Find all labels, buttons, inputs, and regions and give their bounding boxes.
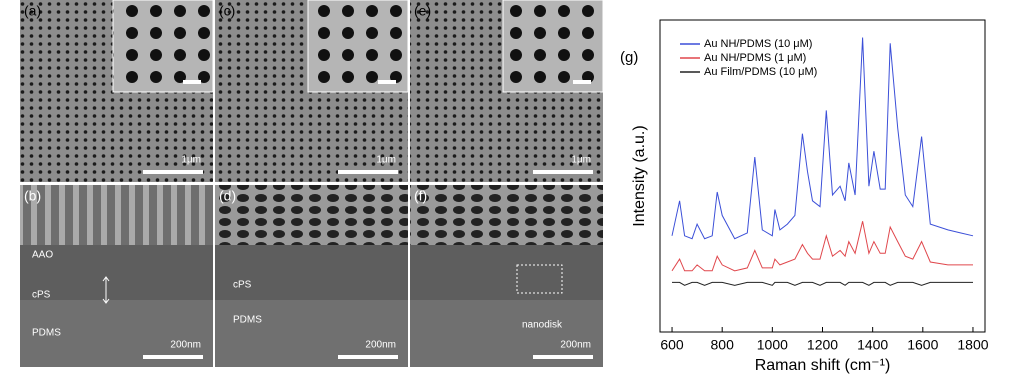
scale-label: 200nm xyxy=(365,340,396,351)
inset xyxy=(502,0,604,93)
top-structure xyxy=(20,185,213,245)
inset xyxy=(112,0,214,93)
scale-label: 200nm xyxy=(560,340,591,351)
sem-image: (b) 200nm AAO cPS PDMS xyxy=(20,185,213,367)
panel-label: (e) xyxy=(414,3,431,19)
raman-chart: (g) 600 800 1000 1200 1400 1600 1800 Raman shift… xyxy=(620,19,989,374)
sem-image: (e) 1μm xyxy=(410,0,604,182)
scale-label: 200nm xyxy=(170,340,201,351)
top-structure xyxy=(410,185,603,245)
scale-label: 1μm xyxy=(571,155,591,166)
inset-scale-bar xyxy=(573,80,591,84)
scale-bar xyxy=(533,355,593,359)
scale-bar xyxy=(143,170,203,174)
top-structure xyxy=(215,185,408,245)
scale-bar xyxy=(338,355,398,359)
annotation: cPS xyxy=(32,290,51,301)
sem-image: (c) 1μm xyxy=(215,0,409,182)
annotation: cPS xyxy=(233,280,252,291)
sem-image: (d) 200nm cPS PDMS xyxy=(215,185,408,367)
panel-label: (f) xyxy=(414,188,427,204)
legend-label: Au NH/PDMS (1 μM) xyxy=(704,52,806,64)
sem-panels: (a) 1μm (b) 200nm AAO cPS PDMS (c) 1μm (d) 200nm cP… xyxy=(20,0,604,367)
x-tick-label: 600 xyxy=(660,337,684,353)
scale-label: 1μm xyxy=(376,155,396,166)
x-tick-label: 1800 xyxy=(957,337,988,353)
sem-image: (f) 200nm nanodisk xyxy=(410,185,603,367)
sem-image: (a) 1μm xyxy=(20,0,214,182)
annotation: PDMS xyxy=(32,328,61,339)
series-line xyxy=(672,281,973,286)
inset-scale-bar xyxy=(183,80,201,84)
inset-scale-bar xyxy=(378,80,396,84)
inset xyxy=(307,0,409,93)
annotation: nanodisk xyxy=(522,320,563,331)
legend-label: Au NH/PDMS (10 μM) xyxy=(704,38,812,50)
series-line xyxy=(671,37,974,240)
panel-label: (d) xyxy=(219,188,236,204)
arrow xyxy=(102,276,110,304)
scale-bar xyxy=(338,170,398,174)
series-line xyxy=(671,221,973,272)
annotation: AAO xyxy=(32,250,53,261)
x-tick-label: 1600 xyxy=(907,337,938,353)
x-tick-label: 800 xyxy=(711,337,735,353)
x-axis-label: Raman shift (cm⁻¹) xyxy=(755,357,891,374)
scale-bar xyxy=(533,170,593,174)
panel-label: (a) xyxy=(24,3,41,19)
panel-label: (c) xyxy=(219,3,235,19)
scale-bar xyxy=(143,355,203,359)
nanodisk-box xyxy=(516,264,563,294)
y-axis-label: Intensity (a.u.) xyxy=(631,125,648,226)
annotation: PDMS xyxy=(233,315,262,326)
x-tick-label: 1200 xyxy=(807,337,838,353)
legend-label: Au Film/PDMS (10 μM) xyxy=(704,66,817,78)
scale-label: 1μm xyxy=(181,155,201,166)
panel-label: (b) xyxy=(24,188,41,204)
panel-label: (g) xyxy=(620,49,638,66)
x-tick-label: 1000 xyxy=(757,337,788,353)
x-tick-label: 1400 xyxy=(857,337,888,353)
